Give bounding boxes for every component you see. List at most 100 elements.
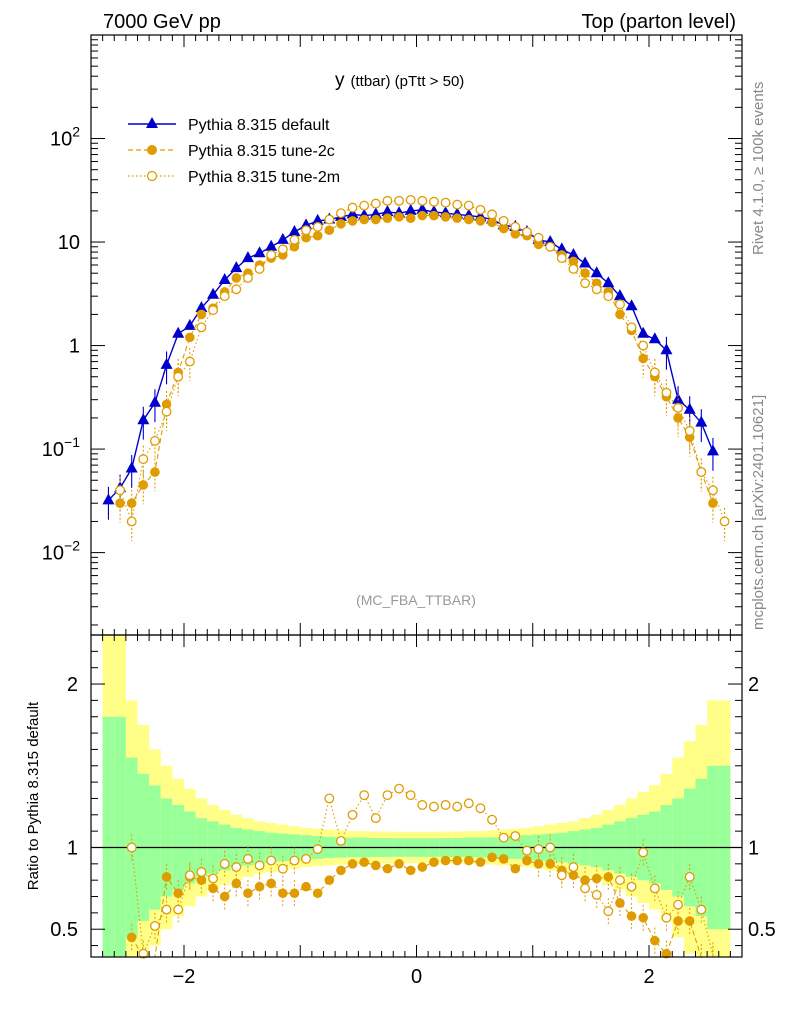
data-point (312, 221, 323, 232)
ratio-point (603, 906, 614, 917)
data-point (452, 199, 463, 210)
data-point (242, 272, 253, 283)
ratio-point (452, 855, 462, 866)
data-point (672, 392, 685, 404)
band-inner-bin (114, 716, 126, 957)
ratio-point (428, 801, 439, 812)
data-point (590, 266, 603, 278)
y-tick-exponent: 2 (72, 124, 80, 140)
data-point (660, 343, 673, 355)
series-line-1 (107, 209, 714, 501)
ratio-point (405, 790, 416, 801)
data-point (230, 261, 243, 273)
y-tick-label: 10−1 (42, 434, 80, 461)
data-point (452, 213, 462, 223)
ratio-point (301, 853, 312, 864)
ratio-point (382, 863, 393, 874)
data-point (556, 253, 567, 264)
ratio-point (149, 920, 160, 931)
legend-label-tune-2c: Pythia 8.315 tune-2c (188, 143, 335, 160)
data-point (231, 273, 242, 283)
data-point (648, 332, 661, 344)
data-point (125, 461, 138, 473)
ratio-point (254, 860, 265, 871)
ratio-point (498, 854, 509, 864)
ratio-point (335, 835, 346, 846)
data-point (347, 202, 358, 213)
ratio-point (649, 883, 660, 894)
data-point (208, 305, 219, 316)
x-tick-label: −2 (173, 966, 196, 988)
data-point (498, 223, 509, 234)
data-point (382, 195, 393, 206)
ratio-point (208, 883, 218, 894)
data-point (346, 207, 359, 219)
ratio-point (336, 865, 346, 876)
data-point (183, 318, 196, 330)
data-point (196, 322, 207, 333)
data-point (638, 353, 648, 364)
ratio-ylabel: Ratio to Pythia 8.315 default (25, 701, 42, 890)
ratio-point (673, 899, 684, 910)
data-point (521, 227, 532, 237)
ratio-point (278, 888, 288, 899)
ratio-point (510, 831, 521, 841)
ratio-point (254, 881, 265, 892)
y-tick-base: 10 (58, 232, 80, 254)
data-point (253, 246, 266, 258)
ratio-point (277, 863, 288, 874)
ratio-point (568, 862, 579, 873)
ratio-point (440, 800, 451, 810)
data-point (649, 367, 660, 378)
x-tick-label: 2 (643, 966, 654, 988)
data-point (394, 195, 405, 206)
ratio-point (580, 883, 591, 894)
data-point (567, 247, 580, 259)
ratio-point (452, 801, 463, 812)
ratio-point (219, 891, 230, 902)
data-point (417, 210, 428, 221)
data-point (195, 301, 208, 313)
ratio-point (370, 813, 381, 824)
data-point (475, 204, 486, 215)
ratio-y-tick-label-right: 2 (748, 674, 759, 696)
data-point (241, 251, 254, 263)
data-point (404, 203, 417, 215)
legend-label-tune-2m: Pythia 8.315 tune-2m (188, 169, 340, 186)
y-tick-base: 10 (42, 439, 64, 461)
data-point (626, 322, 637, 333)
series-line-3 (119, 199, 726, 524)
ratio-point (417, 800, 428, 810)
data-point (138, 454, 149, 465)
data-point (661, 387, 672, 398)
data-point (637, 326, 650, 338)
ratio-point (498, 832, 509, 843)
legend-marker-tune-2c (147, 145, 157, 155)
data-point (301, 232, 311, 243)
ratio-point (173, 904, 184, 915)
data-point (394, 212, 404, 222)
ratio-y-tick-label-right: 1 (748, 837, 759, 859)
data-point (696, 467, 707, 478)
ratio-point (464, 855, 474, 866)
data-point (613, 289, 626, 301)
ratio-point (161, 904, 172, 915)
ratio-point (475, 857, 486, 867)
data-point (533, 232, 544, 243)
data-point (464, 214, 474, 225)
data-point (254, 263, 265, 274)
data-point (324, 225, 335, 236)
legend-label-default: Pythia 8.315 default (188, 117, 330, 134)
ratio-y-tick-label-left: 0.5 (50, 919, 78, 941)
data-point (510, 229, 521, 239)
data-point (683, 402, 696, 414)
data-point (196, 309, 207, 320)
ratio-point (556, 870, 567, 881)
data-point (684, 425, 695, 436)
ratio-point (243, 888, 253, 899)
ratio-point (533, 859, 544, 869)
ratio-point (126, 842, 137, 853)
ratio-point (126, 932, 137, 943)
data-point (591, 284, 602, 295)
